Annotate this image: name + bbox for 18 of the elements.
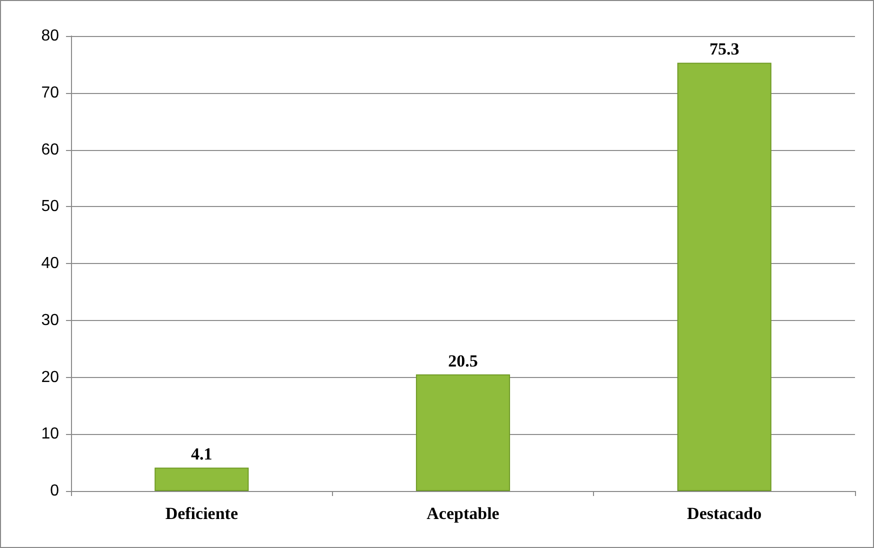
y-tick-label: 10: [41, 426, 60, 443]
y-tick-label: 60: [41, 141, 60, 158]
bar: [416, 374, 510, 491]
x-tick-label: Aceptable: [426, 504, 500, 523]
bar: [677, 62, 772, 491]
data-label: 20.5: [448, 351, 478, 370]
y-tick-label: 40: [41, 255, 60, 272]
y-tick-label: 70: [41, 84, 60, 102]
y-tick-label: 20: [41, 368, 60, 386]
y-tick-label: 50: [41, 198, 60, 216]
x-tick-label: Deficiente: [165, 504, 238, 523]
y-tick-label: 0: [50, 482, 60, 500]
bar: [154, 468, 249, 491]
data-label: 4.1: [191, 444, 212, 464]
data-label: 75.3: [709, 40, 740, 59]
y-tick-label: 80: [41, 28, 60, 44]
y-tick-label: 30: [41, 312, 60, 329]
x-tick-label: Destacado: [687, 504, 762, 523]
